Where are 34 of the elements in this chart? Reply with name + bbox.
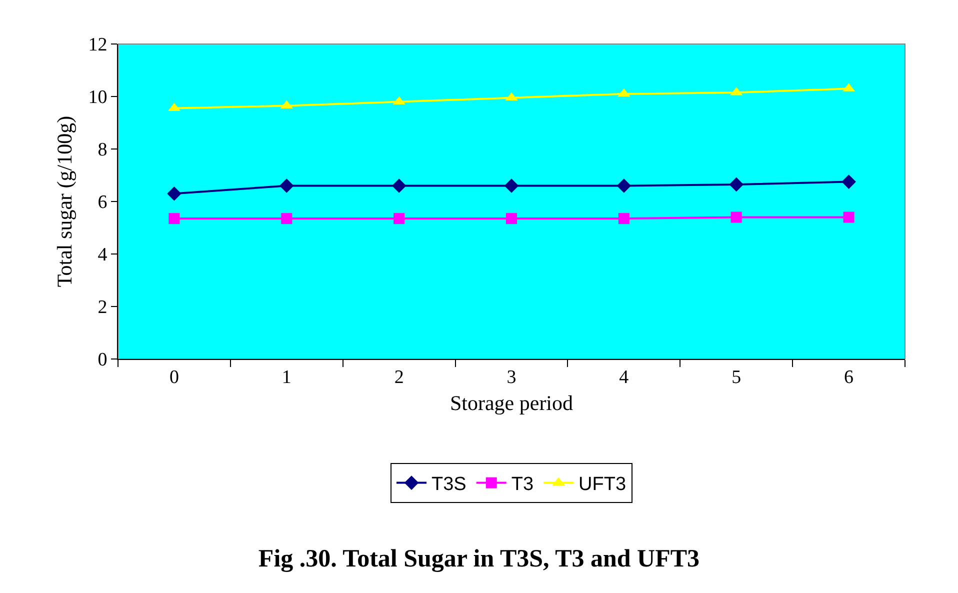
y-axis-title: Total sugar (g/100g) (52, 116, 76, 288)
x-tick-label: 1 (282, 366, 292, 388)
point (167, 186, 182, 201)
x-tick-label: 3 (506, 366, 516, 388)
y-tick-label: 0 (98, 350, 108, 371)
y-tick-label: 8 (98, 140, 108, 161)
point (281, 213, 292, 224)
y-tick-label: 6 (98, 192, 108, 214)
x-tick-label: 0 (169, 366, 179, 388)
x-tick-label: 5 (732, 366, 742, 388)
point (730, 212, 742, 223)
point (843, 212, 854, 223)
legend-label: UFT3 (578, 474, 626, 496)
legend-label: T3 (511, 474, 534, 496)
x-tick-label: 4 (619, 366, 630, 388)
point (279, 178, 294, 193)
legend-label: T3S (432, 474, 466, 496)
point (506, 213, 517, 224)
point (842, 174, 856, 189)
point (394, 213, 405, 224)
point (504, 178, 519, 193)
point (729, 177, 744, 192)
point (618, 213, 630, 224)
x-axis-title: Storage period (450, 391, 574, 415)
text: Fig .30. Total Sugar in T3S, T3 and UFT3 (258, 545, 700, 572)
y-tick-label: 2 (98, 297, 108, 318)
point (392, 178, 406, 193)
y-tick-label: 4 (98, 244, 108, 266)
y-tick-label: 12 (88, 34, 108, 56)
x-tick-label: 2 (394, 366, 404, 388)
y-tick-label: 10 (88, 87, 108, 108)
point (616, 178, 632, 193)
point (168, 213, 180, 224)
x-tick-label: 6 (844, 366, 854, 388)
